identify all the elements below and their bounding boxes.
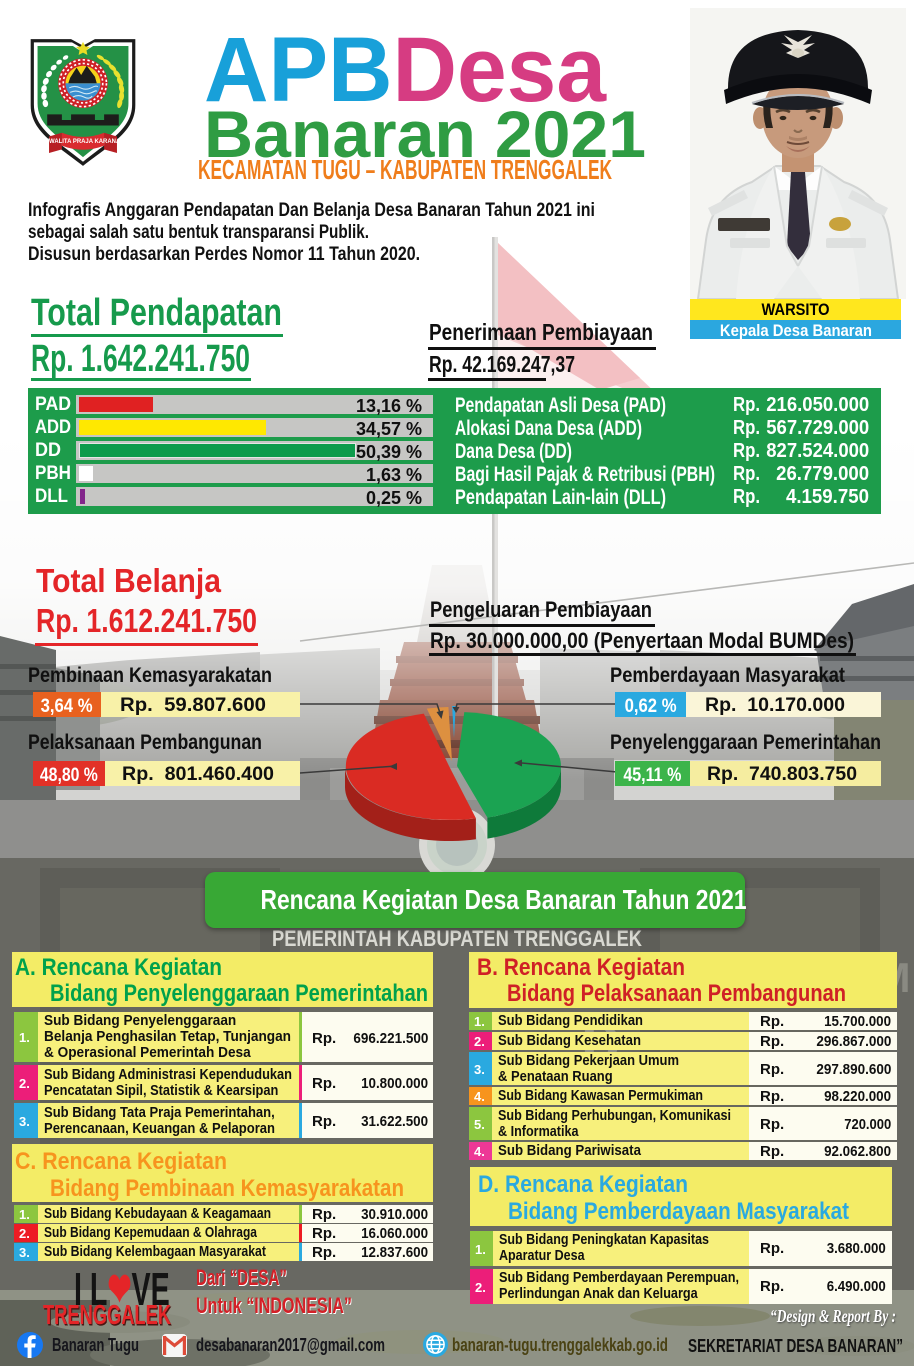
svg-text:PEMERINTAH KABUPATEN TRENGGALE: PEMERINTAH KABUPATEN TRENGGALEK [272,926,642,951]
svg-text:JWALITA PRAJA KARANA: JWALITA PRAJA KARANA [46,139,121,145]
